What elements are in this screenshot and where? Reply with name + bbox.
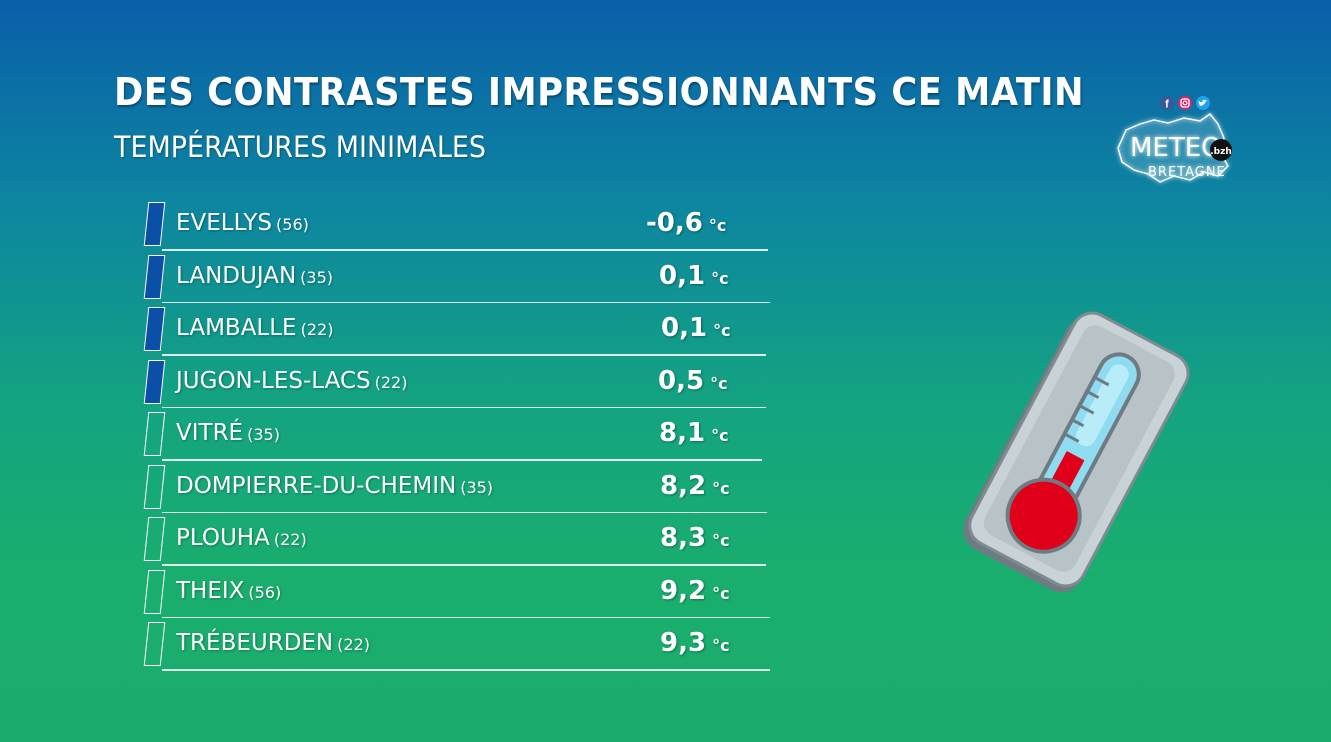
row-marker (143, 569, 166, 614)
temperature-value: 9,2 (660, 575, 707, 606)
temperature-value: 8,1 (659, 418, 706, 448)
row-divider (162, 669, 770, 671)
city-name: VITRÉ (176, 420, 244, 446)
logo-meteo-text: METEO (1130, 133, 1222, 163)
instagram-icon[interactable] (1178, 96, 1192, 110)
temperature-list: EVELLYS (56) -0,6 °c LANDUJAN (35) 0,1 °c LA… (140, 198, 772, 671)
city-name: TRÉBEURDEN (176, 630, 334, 656)
row-marker (143, 254, 166, 299)
temperature-unit: °c (712, 531, 730, 550)
row-divider (162, 301, 770, 303)
page-title: DES CONTRASTES IMPRESSIONNANTS CE MATIN (114, 70, 1085, 114)
row-divider (162, 616, 770, 618)
list-item: VITRÉ (35) 8,1 °c (140, 408, 772, 461)
temperature-unit: °c (708, 216, 727, 235)
thermometer-icon (963, 311, 1190, 593)
list-item: LANDUJAN (35) 0,1 °c (140, 251, 772, 303)
department-code: (56) (276, 215, 309, 234)
row-marker (143, 412, 166, 456)
city-name: LANDUJAN (176, 262, 297, 289)
row-divider (162, 564, 766, 566)
city-name: THEIX (176, 577, 245, 604)
temperature-value: -0,6 (646, 208, 703, 238)
department-code: (22) (273, 530, 307, 549)
department-code: (22) (300, 320, 334, 339)
temperature-unit: °c (713, 321, 731, 340)
temperature-value: 0,5 (658, 365, 705, 396)
row-marker (143, 359, 166, 404)
temperature-unit: °c (711, 426, 729, 445)
row-marker (143, 202, 166, 246)
temperature-value: 8,3 (660, 523, 707, 553)
list-item: THEIX (56) 9,2 °c (140, 566, 772, 618)
list-item: DOMPIERRE-DU-CHEMIN (35) 8,2 °c (140, 461, 772, 513)
row-divider (162, 249, 768, 251)
row-marker (143, 517, 166, 561)
facebook-icon[interactable]: f (1160, 96, 1174, 111)
row-divider (162, 459, 762, 461)
temperature-value: 8,2 (660, 470, 707, 501)
temperature-value: 9,3 (660, 628, 707, 658)
city-name: LAMBALLE (176, 315, 297, 341)
temperature-value: 0,1 (659, 260, 706, 291)
twitter-icon[interactable] (1196, 96, 1210, 110)
city-name: JUGON-LES-LACS (176, 367, 371, 394)
row-marker (143, 622, 166, 666)
list-item: JUGON-LES-LACS (22) 0,5 °c (140, 356, 772, 408)
list-item: EVELLYS (56) -0,6 °c (140, 198, 772, 251)
svg-text:f: f (1165, 99, 1169, 111)
temperature-unit: °c (711, 268, 729, 288)
row-divider (162, 354, 766, 356)
row-divider (162, 406, 766, 408)
department-code: (22) (374, 372, 408, 392)
city-name: DOMPIERRE-DU-CHEMIN (176, 472, 457, 499)
temperature-unit: °c (712, 583, 730, 603)
department-code: (35) (300, 267, 333, 287)
department-code: (56) (248, 582, 282, 602)
row-marker (143, 307, 166, 351)
brittany-map-outline (1117, 113, 1229, 183)
temperature-unit: °c (712, 478, 730, 498)
svg-text:.bzh: .bzh (1210, 147, 1232, 157)
page-subtitle: TEMPÉRATURES MINIMALES (114, 130, 487, 164)
list-item: LAMBALLE (22) 0,1 °c (140, 303, 772, 356)
list-item: PLOUHA (22) 8,3 °c (140, 513, 772, 566)
temperature-unit: °c (712, 636, 730, 655)
row-divider (162, 511, 767, 513)
logo-bretagne-text: BRETAGNE (1148, 165, 1226, 180)
department-code: (35) (247, 425, 280, 444)
city-name: PLOUHA (176, 525, 270, 551)
bzh-badge: .bzh (1210, 139, 1232, 161)
list-item: TRÉBEURDEN (22) 9,3 °c (140, 618, 772, 671)
row-marker (143, 464, 166, 509)
temperature-value: 0,1 (661, 313, 708, 343)
city-name: EVELLYS (176, 210, 273, 236)
temperature-unit: °c (710, 373, 728, 393)
department-code: (35) (460, 477, 494, 497)
department-code: (22) (337, 635, 370, 654)
meteo-bretagne-logo: f METEO .bzh BRETAGNE (1117, 96, 1232, 183)
